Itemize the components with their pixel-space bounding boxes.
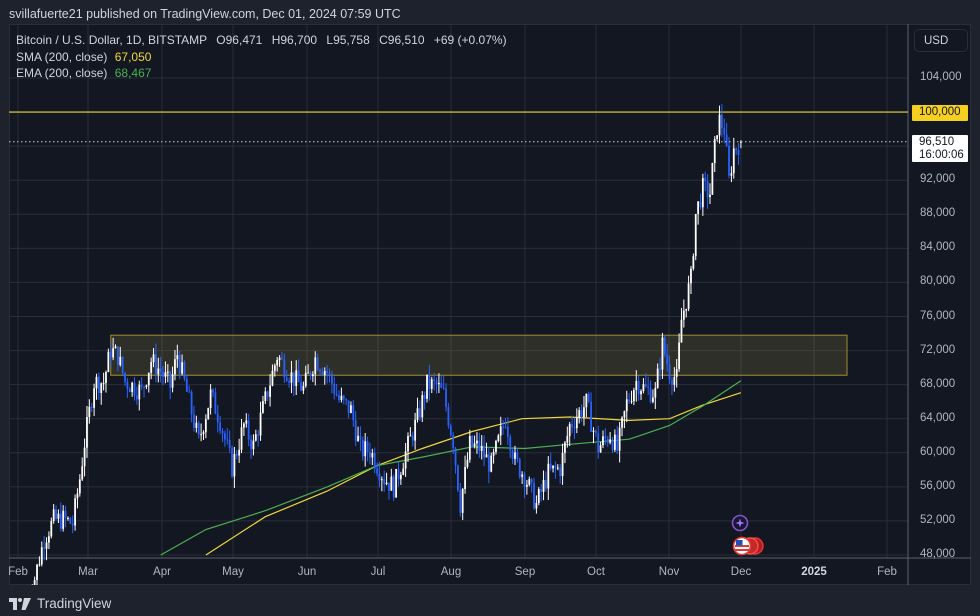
price-tick-label: 68,000 [920,377,956,390]
legend-symbol-row[interactable]: Bitcoin / U.S. Dollar, 1D, BITSTAMP O96,… [16,32,507,49]
time-tick-label: Oct [587,566,605,578]
time-tick-label: Apr [153,566,171,578]
chart-legend: Bitcoin / U.S. Dollar, 1D, BITSTAMP O96,… [16,32,507,82]
us-economic-events-icon[interactable] [731,536,765,556]
time-tick-label: Feb [877,566,897,578]
ema-label: EMA (200, close) [16,66,108,80]
symbol-title: Bitcoin / U.S. Dollar, 1D, BITSTAMP [16,33,207,47]
resistance-price-label: 100,000 [912,105,968,121]
last-price-value: 96,510 [919,136,955,148]
price-tick-label: 84,000 [920,241,956,254]
price-tick-label: 60,000 [920,445,956,458]
time-tick-label: Jul [370,566,386,578]
price-tick-label: 80,000 [920,275,956,288]
price-tick-label: 92,000 [920,173,956,186]
time-tick-label: Sep [514,566,536,578]
price-tick-label: 64,000 [920,411,956,424]
time-tick-label: May [222,566,244,578]
price-chart-canvas[interactable] [9,24,971,585]
tradingview-brand: TradingView [37,596,112,611]
time-tick-label: Nov [658,566,680,578]
ema-value: 68,467 [114,66,152,80]
ohlc-change: +69 (+0.07%) [433,33,507,47]
publish-attribution: svillafuerte21 published on TradingView.… [9,7,401,21]
sma-value: 67,050 [114,49,152,64]
sparkle-event-icon[interactable] [731,514,749,532]
ohlc-low: L95,758 [326,33,370,47]
time-tick-label: Feb [8,566,28,578]
ohlc-open: O96,471 [216,33,263,47]
legend-ema-row[interactable]: EMA (200, close) 68,467 [16,65,507,82]
time-tick-label: Dec [730,566,752,578]
tradingview-logo-icon [9,597,31,610]
tradingview-logo[interactable]: TradingView [9,596,111,611]
price-tick-label: 48,000 [920,548,956,560]
price-tick-label: 104,000 [920,71,962,83]
legend-sma-row[interactable]: SMA (200, close) 67,050 [16,49,507,66]
price-tick-label: 72,000 [920,343,956,356]
last-price-label: 96,510 16:00:06 [912,135,968,162]
time-tick-label: Mar [78,566,98,578]
time-tick-label: Jun [297,566,317,578]
price-tick-label: 88,000 [920,207,956,220]
bar-countdown: 16:00:06 [919,148,964,161]
ohlc-high: H96,700 [271,33,318,47]
ohlc-close: C96,510 [379,33,425,47]
price-tick-label: 76,000 [920,309,956,322]
price-tick-label: 56,000 [920,479,956,492]
time-tick-label: Aug [440,566,462,578]
time-tick-label: 2025 [801,566,827,578]
sma-label: SMA (200, close) [16,49,108,64]
price-tick-label: 52,000 [920,513,956,526]
chart-pane[interactable] [9,24,971,585]
currency-button[interactable]: USD [914,29,968,52]
